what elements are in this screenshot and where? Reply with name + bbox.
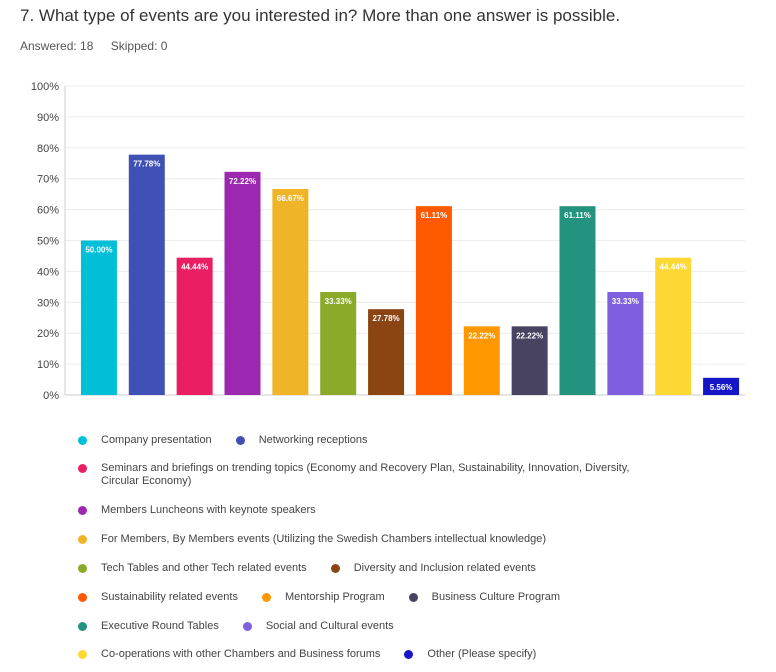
bar — [463, 326, 500, 395]
legend-item: Tech Tables and other Tech related event… — [78, 562, 307, 575]
legend-item: Other (Please specify) — [404, 648, 536, 661]
bar — [320, 292, 357, 395]
legend-row: Co-operations with other Chambers and Bu… — [78, 648, 668, 661]
legend-label: Tech Tables and other Tech related event… — [101, 562, 307, 574]
legend-swatch-icon — [408, 593, 418, 602]
legend-item: Company presentation — [78, 434, 212, 447]
bar — [128, 154, 165, 395]
legend-swatch-icon — [78, 622, 87, 631]
question-title: 7. What type of events are you intereste… — [20, 6, 621, 25]
legend-swatch-icon — [242, 622, 252, 631]
bar — [176, 257, 213, 395]
bar — [703, 377, 740, 395]
bar — [224, 171, 261, 395]
legend-label: Executive Round Tables — [101, 620, 219, 632]
legend-item: Business Culture Program — [408, 591, 561, 604]
legend-row: Members Luncheons with keynote speakers — [78, 504, 668, 517]
legend-item: Diversity and Inclusion related events — [330, 562, 536, 575]
legend-label: Business Culture Program — [431, 591, 561, 603]
bar-value-label: 44.44% — [181, 263, 208, 272]
y-tick-label: 10% — [37, 359, 59, 371]
legend-row: Tech Tables and other Tech related event… — [78, 562, 668, 575]
bar — [415, 206, 452, 395]
bar-value-label: 50.00% — [85, 246, 112, 255]
legend-swatch-icon — [78, 436, 87, 445]
legend-label: Members Luncheons with keynote speakers — [101, 504, 316, 516]
bar — [272, 188, 309, 395]
bar — [607, 292, 644, 395]
bar-value-label: 72.22% — [229, 177, 256, 186]
bar-chart: 0% 10% 20% 30% 40% 50% 60% 70% 80% 90% 100% 50.00% 7… — [31, 81, 745, 402]
legend-item: Co-operations with other Chambers and Bu… — [78, 648, 380, 661]
legend-label: For Members, By Members events (Utilizin… — [101, 533, 547, 545]
legend-swatch-icon — [78, 464, 87, 473]
bar — [511, 326, 548, 395]
y-tick-label: 80% — [37, 143, 59, 155]
bar-value-label: 5.56% — [710, 383, 733, 392]
bar-value-label: 44.44% — [660, 263, 687, 272]
bar — [655, 257, 692, 395]
answered-count: Answered: 18 — [20, 39, 94, 53]
bar-value-label: 22.22% — [468, 331, 495, 340]
legend-swatch-icon — [261, 593, 271, 602]
legend-row: Executive Round Tables Social and Cultura… — [78, 620, 668, 633]
y-tick-label: 0% — [43, 390, 59, 402]
y-tick-label: 30% — [37, 297, 59, 309]
legend-row: Sustainability related events Mentorship … — [78, 591, 668, 604]
bar — [559, 206, 596, 395]
legend-swatch-icon — [404, 650, 414, 659]
bar-value-label: 61.11% — [421, 211, 448, 220]
legend-swatch-icon — [330, 564, 340, 573]
legend-swatch-icon — [78, 506, 87, 515]
legend-label: Sustainability related events — [101, 591, 238, 603]
legend-swatch-icon — [235, 436, 245, 445]
bar — [368, 309, 405, 395]
legend-swatch-icon — [78, 593, 87, 602]
legend-swatch-icon — [78, 650, 87, 659]
legend-item: Mentorship Program — [261, 591, 385, 604]
bar — [80, 240, 117, 395]
bar-value-label: 22.22% — [516, 331, 543, 340]
y-tick-label: 20% — [37, 328, 59, 340]
bar-value-label: 27.78% — [373, 314, 400, 323]
y-tick-label: 40% — [37, 266, 59, 278]
bar-value-label: 33.33% — [612, 297, 639, 306]
legend-label: Other (Please specify) — [427, 648, 537, 660]
legend-label: Mentorship Program — [284, 591, 385, 603]
legend-item: Members Luncheons with keynote speakers — [78, 504, 316, 517]
legend-item: Social and Cultural events — [242, 620, 394, 633]
legend-label: Seminars and briefings on trending topic… — [101, 462, 630, 487]
legend-label: Social and Cultural events — [265, 620, 394, 632]
legend-item: Seminars and briefings on trending topic… — [78, 462, 644, 488]
y-tick-label: 100% — [31, 81, 59, 93]
y-tick-label: 60% — [37, 205, 59, 217]
legend-item: Sustainability related events — [78, 591, 238, 604]
legend-item: Networking receptions — [235, 434, 368, 447]
legend-row: Company presentation Networking reception… — [78, 434, 668, 447]
bar-value-label: 66.67% — [277, 194, 304, 203]
legend-swatch-icon — [78, 535, 87, 544]
y-tick-label: 70% — [37, 174, 59, 186]
y-tick-label: 90% — [37, 112, 59, 124]
legend-label: Diversity and Inclusion related events — [353, 562, 536, 574]
legend-row: Seminars and briefings on trending topic… — [78, 462, 668, 488]
legend-label: Company presentation — [101, 434, 212, 446]
legend-item: For Members, By Members events (Utilizin… — [78, 533, 546, 546]
bar-value-label: 61.11% — [564, 211, 591, 220]
bar-value-label: 33.33% — [325, 297, 352, 306]
legend-label: Co-operations with other Chambers and Bu… — [101, 648, 381, 660]
skipped-count: Skipped: 0 — [110, 39, 168, 53]
legend-item: Executive Round Tables — [78, 620, 219, 633]
bar-value-label: 77.78% — [133, 160, 160, 169]
y-tick-label: 50% — [37, 236, 59, 248]
legend-label: Networking receptions — [258, 434, 368, 446]
response-stats: Answered: 18 Skipped: 0 — [20, 39, 181, 53]
legend-row: For Members, By Members events (Utilizin… — [78, 533, 668, 546]
legend-swatch-icon — [78, 564, 87, 573]
